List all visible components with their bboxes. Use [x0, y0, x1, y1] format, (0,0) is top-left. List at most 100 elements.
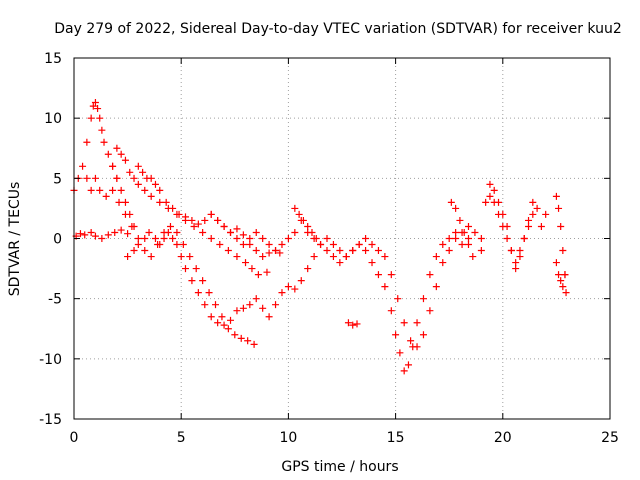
- data-point: [400, 367, 408, 375]
- data-point: [252, 295, 260, 303]
- data-point: [89, 102, 97, 110]
- data-point: [272, 247, 280, 255]
- data-point: [557, 277, 565, 285]
- data-point: [557, 222, 565, 230]
- data-point: [79, 162, 87, 170]
- data-point: [265, 313, 273, 321]
- y-axis-ticks: -15 -10 -5 0 5 10 15: [39, 51, 610, 428]
- series-arc-14: [486, 192, 537, 267]
- data-point: [396, 349, 404, 357]
- data-point: [265, 241, 273, 249]
- data-point: [205, 289, 213, 297]
- data-point: [464, 241, 472, 249]
- data-point: [439, 241, 447, 249]
- data-point: [96, 114, 104, 122]
- data-point: [329, 241, 337, 249]
- data-point: [452, 204, 460, 212]
- grid-layer: [74, 58, 610, 419]
- data-point: [387, 307, 395, 315]
- data-point: [91, 232, 99, 240]
- x-tick-label: 20: [494, 430, 512, 446]
- data-point: [81, 231, 89, 239]
- y-tick-label: 0: [53, 232, 62, 248]
- data-point: [374, 247, 382, 255]
- series-arc-11: [344, 319, 361, 329]
- data-point: [115, 198, 123, 206]
- data-point: [284, 283, 292, 291]
- data-point: [130, 222, 138, 230]
- data-point: [445, 235, 453, 242]
- y-tick-label: 10: [44, 111, 62, 127]
- data-point: [477, 235, 485, 242]
- data-point: [507, 247, 515, 255]
- data-point: [134, 235, 142, 242]
- data-point: [227, 316, 235, 324]
- data-point: [529, 198, 537, 206]
- data-point: [310, 253, 318, 261]
- data-point: [259, 253, 267, 261]
- data-point: [218, 313, 226, 321]
- data-point: [537, 222, 545, 230]
- data-point: [190, 222, 198, 230]
- data-point: [299, 216, 307, 224]
- series-arc-6: [113, 174, 258, 348]
- series-arc-7: [124, 228, 472, 375]
- data-point: [555, 204, 563, 212]
- data-point: [233, 307, 241, 315]
- data-point: [432, 253, 440, 261]
- data-point: [392, 331, 400, 339]
- data-point: [192, 265, 200, 273]
- data-point: [503, 235, 511, 242]
- data-point: [362, 247, 370, 255]
- data-point: [552, 192, 560, 200]
- data-point: [141, 235, 149, 242]
- data-point: [312, 235, 320, 242]
- data-point: [368, 241, 376, 249]
- data-point: [179, 241, 187, 249]
- data-point: [160, 235, 168, 242]
- data-point: [91, 99, 99, 107]
- data-point: [317, 241, 325, 249]
- data-point: [394, 295, 402, 303]
- data-point: [276, 249, 284, 257]
- data-point: [237, 334, 245, 342]
- data-point: [134, 180, 142, 188]
- data-point: [278, 241, 286, 249]
- data-point: [201, 216, 209, 224]
- data-point: [109, 162, 117, 170]
- data-point: [525, 222, 533, 230]
- data-point: [482, 198, 490, 206]
- data-point: [458, 241, 466, 249]
- data-point: [147, 192, 155, 200]
- data-point: [220, 222, 228, 230]
- data-point: [562, 289, 570, 297]
- data-point: [145, 228, 153, 236]
- data-point: [246, 301, 254, 309]
- data-point: [246, 235, 254, 242]
- data-point: [169, 235, 177, 242]
- data-point: [349, 321, 357, 329]
- data-point: [117, 150, 125, 158]
- y-tick-label: 5: [53, 171, 62, 187]
- data-point: [83, 138, 91, 146]
- marker-layer: [70, 99, 570, 375]
- data-point: [512, 259, 520, 267]
- data-point: [368, 259, 376, 267]
- series-arc-3: [83, 99, 121, 182]
- data-point: [355, 241, 363, 249]
- data-point: [520, 235, 528, 242]
- y-tick-label: -5: [48, 292, 62, 308]
- data-point: [239, 231, 247, 239]
- data-point: [231, 331, 239, 339]
- data-point: [151, 180, 159, 188]
- data-point: [381, 283, 389, 291]
- y-tick-label: -10: [39, 352, 62, 368]
- data-point: [308, 228, 316, 236]
- data-point: [426, 271, 434, 279]
- y-tick-label: 15: [44, 51, 62, 67]
- data-point: [265, 249, 273, 257]
- data-point: [304, 222, 312, 230]
- data-point: [177, 253, 185, 261]
- data-point: [141, 186, 149, 194]
- data-point: [201, 301, 209, 309]
